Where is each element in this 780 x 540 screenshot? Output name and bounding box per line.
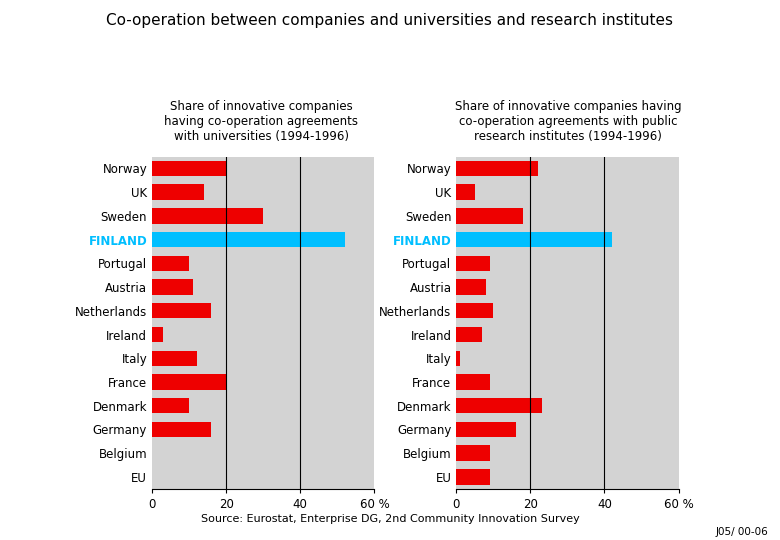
Bar — [152, 374, 226, 390]
Bar — [456, 446, 490, 461]
Bar — [152, 398, 189, 414]
Bar — [152, 232, 345, 247]
Text: Source: Eurostat, Enterprise DG, 2nd Community Innovation Survey: Source: Eurostat, Enterprise DG, 2nd Com… — [200, 514, 580, 524]
Bar — [152, 279, 193, 295]
Bar — [456, 422, 516, 437]
Bar — [152, 185, 204, 200]
Text: Share of innovative companies having
co-operation agreements with public
researc: Share of innovative companies having co-… — [455, 100, 681, 143]
Bar — [456, 185, 475, 200]
Bar — [456, 469, 490, 484]
Text: J05/ 00-06: J05/ 00-06 — [715, 527, 768, 537]
Bar — [152, 303, 211, 319]
Bar — [456, 208, 523, 224]
Bar — [456, 303, 493, 319]
Bar — [152, 255, 189, 271]
Bar — [456, 374, 490, 390]
Bar — [152, 161, 226, 176]
Bar — [456, 161, 537, 176]
Bar — [152, 422, 211, 437]
Bar — [152, 327, 163, 342]
Bar — [456, 255, 490, 271]
Bar — [152, 208, 264, 224]
Bar — [456, 232, 612, 247]
Text: Share of innovative companies
having co-operation agreements
with universities (: Share of innovative companies having co-… — [165, 100, 358, 143]
Bar — [152, 350, 197, 366]
Bar — [456, 350, 460, 366]
Text: Co-operation between companies and universities and research institutes: Co-operation between companies and unive… — [107, 14, 673, 29]
Bar — [456, 398, 541, 414]
Bar — [456, 327, 482, 342]
Bar — [456, 279, 486, 295]
